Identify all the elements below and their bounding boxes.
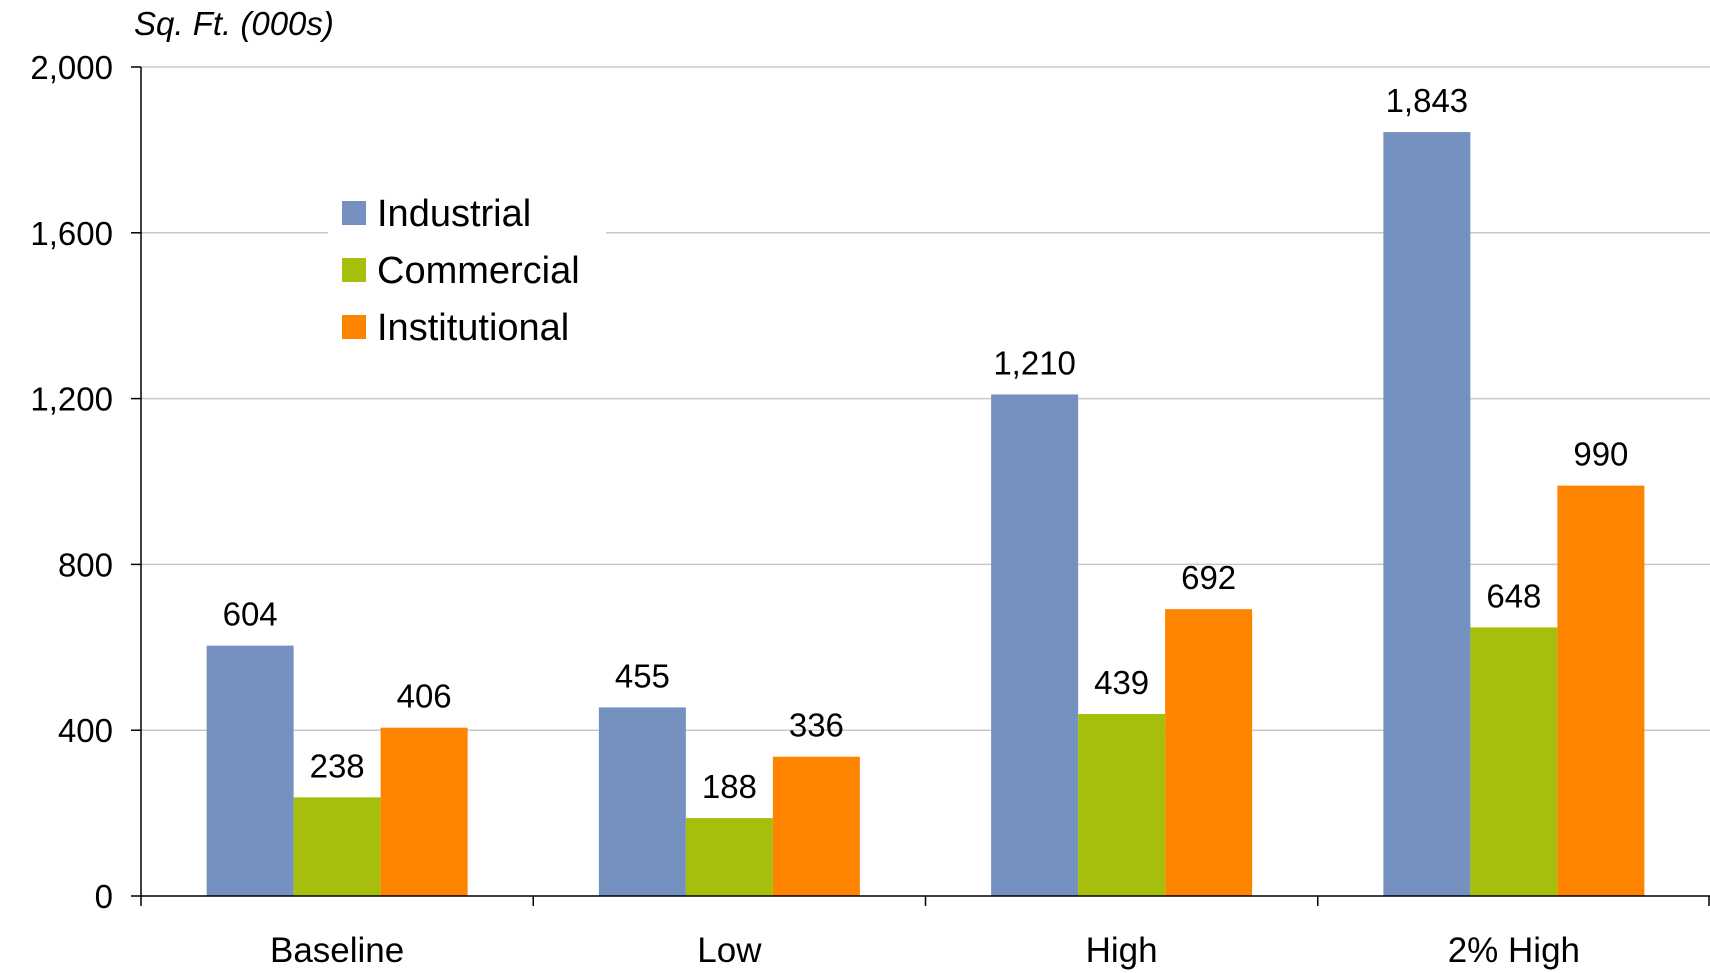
legend-label: Commercial (377, 250, 580, 292)
bar-commercial (1078, 714, 1166, 896)
bar-commercial (1470, 627, 1558, 896)
y-tick-label: 400 (58, 712, 113, 749)
y-axis-unit-label: Sq. Ft. (000s) (134, 5, 334, 42)
x-category-label: Low (697, 931, 762, 970)
legend-background (328, 175, 606, 356)
bar-institutional (380, 727, 468, 896)
x-category-label: High (1086, 931, 1158, 970)
bar-industrial (991, 394, 1079, 896)
data-label: 1,843 (1386, 82, 1469, 119)
data-label: 1,210 (993, 344, 1076, 381)
legend: Industrial Commercial Institutional (328, 175, 606, 356)
bar-industrial (206, 645, 294, 896)
y-tick-label: 1,600 (30, 215, 113, 252)
data-labels: 604 238 406 455 188 336 1,210 439 692 1,843 648 990 (223, 82, 1629, 805)
bar-commercial (685, 818, 773, 896)
data-label: 604 (223, 596, 278, 633)
data-label: 188 (702, 768, 757, 805)
bar-industrial (598, 707, 686, 896)
legend-label: Institutional (377, 307, 569, 349)
data-label: 238 (310, 747, 365, 784)
data-label: 455 (615, 657, 670, 694)
data-label: 406 (397, 678, 452, 715)
y-tick-label: 0 (95, 878, 113, 915)
legend-swatch (342, 201, 366, 225)
axes: 0 400 800 1,200 1,600 2,000 Baseline Low High 2% … (30, 49, 1710, 970)
legend-swatch (342, 315, 366, 339)
legend-label: Industrial (377, 193, 531, 235)
bar-commercial (293, 797, 381, 896)
data-label: 439 (1094, 664, 1149, 701)
bar-industrial (1383, 132, 1471, 896)
legend-swatch (342, 258, 366, 282)
data-label: 692 (1181, 559, 1236, 596)
y-tick-label: 2,000 (30, 49, 113, 86)
bar-institutional (1165, 609, 1253, 896)
data-label: 336 (789, 707, 844, 744)
y-tick-label: 800 (58, 546, 113, 583)
x-category-label: Baseline (270, 931, 404, 970)
bar-institutional (772, 756, 860, 896)
bars (206, 132, 1645, 896)
x-category-label: 2% High (1448, 931, 1580, 970)
y-tick-label: 1,200 (30, 381, 113, 418)
bar-institutional (1557, 485, 1645, 896)
data-label: 990 (1573, 436, 1628, 473)
data-label: 648 (1486, 577, 1541, 614)
